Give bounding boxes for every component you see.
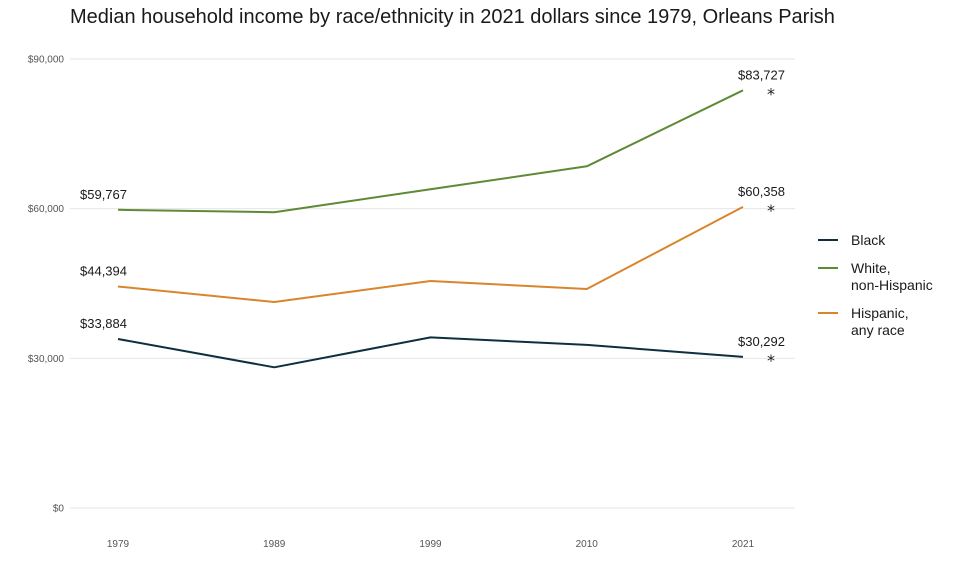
y-tick-label: $60,000 — [28, 204, 65, 215]
data-label-first: $59,767 — [80, 187, 127, 202]
data-labels: $33,884 $30,292 * $59,767 $83,727 * $44,394 $60… — [80, 67, 785, 370]
x-axis: 1979 1989 1999 2010 2021 — [107, 539, 755, 550]
y-axis: $0 $30,000 $60,000 $90,000 — [28, 55, 65, 515]
data-label-last: $60,358 — [738, 184, 785, 199]
series-line — [117, 89, 744, 214]
x-tick-label: 1999 — [419, 539, 442, 550]
y-tick-label: $0 — [53, 504, 65, 515]
legend-label: non-Hispanic — [851, 277, 933, 293]
data-label-last: $83,727 — [738, 67, 785, 82]
x-tick-label: 1989 — [263, 539, 286, 550]
x-tick-label: 1979 — [107, 539, 130, 550]
series-line — [117, 206, 744, 303]
y-tick-label: $30,000 — [28, 354, 65, 365]
legend-label: Black — [851, 232, 886, 248]
x-tick-label: 2010 — [576, 539, 599, 550]
series-lines — [117, 89, 744, 369]
x-tick-label: 2021 — [732, 539, 755, 550]
y-tick-label: $90,000 — [28, 55, 65, 66]
series-line — [117, 336, 744, 369]
data-marker-star: * — [767, 84, 775, 103]
legend-label: White, — [851, 260, 891, 276]
data-marker-star: * — [767, 201, 775, 220]
legend-label: Hispanic, — [851, 305, 909, 321]
data-label-first: $44,394 — [80, 264, 127, 279]
data-label-last: $30,292 — [738, 334, 785, 349]
data-label-first: $33,884 — [80, 316, 127, 331]
chart-title: Median household income by race/ethnicit… — [70, 6, 835, 28]
data-marker-star: * — [767, 351, 775, 370]
legend: Black White,non-Hispanic Hispanic,any race — [818, 232, 933, 338]
legend-label: any race — [851, 322, 905, 338]
gridlines — [70, 58, 795, 509]
